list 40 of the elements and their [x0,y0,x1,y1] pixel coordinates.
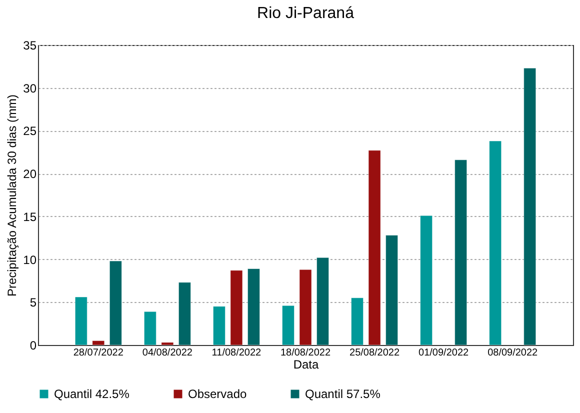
x-tick-label: 28/07/2022 [73,348,124,358]
x-tick-label: 25/08/2022 [350,348,400,358]
x-tick-label: 11/08/2022 [212,348,262,358]
bar [161,342,174,346]
bar [454,160,468,346]
bar [212,306,226,346]
bar [282,305,294,346]
bar [420,215,433,346]
y-axis-title: Precipitação Acumulada 30 dias (mm) [5,94,20,297]
bar [351,298,364,346]
legend-label: Observado [188,387,248,401]
chart-title: Rio Ji-Paraná [257,5,354,22]
bar [316,257,330,346]
bar [368,150,381,346]
legend-label: Quantil 42.5% [54,387,130,401]
y-tick-label: 25 [23,124,37,138]
bar [109,260,122,346]
y-tick-label: 35 [23,38,37,52]
bar [178,282,191,346]
bar [524,68,536,346]
y-tick-label: 20 [23,167,37,182]
bar [144,311,156,346]
x-tick-label: 04/08/2022 [142,348,193,358]
y-tick-label: 5 [30,296,37,310]
y-tick-label: 10 [23,252,37,267]
bar [299,269,312,346]
y-tick-label: 30 [23,81,37,96]
bar [386,235,398,346]
x-tick-label: 18/08/2022 [280,348,331,358]
x-tick-label: 01/09/2022 [418,348,470,358]
bar [92,340,105,346]
bar [74,296,88,346]
y-tick-label: 15 [23,210,37,224]
bar [489,140,502,346]
bar [230,270,243,346]
bar [247,268,260,346]
x-tick-label: 08/09/2022 [488,348,538,358]
y-tick-label: 0 [30,338,37,352]
legend-label: Quantil 57.5% [305,387,381,401]
x-axis-title: Data [293,358,319,372]
